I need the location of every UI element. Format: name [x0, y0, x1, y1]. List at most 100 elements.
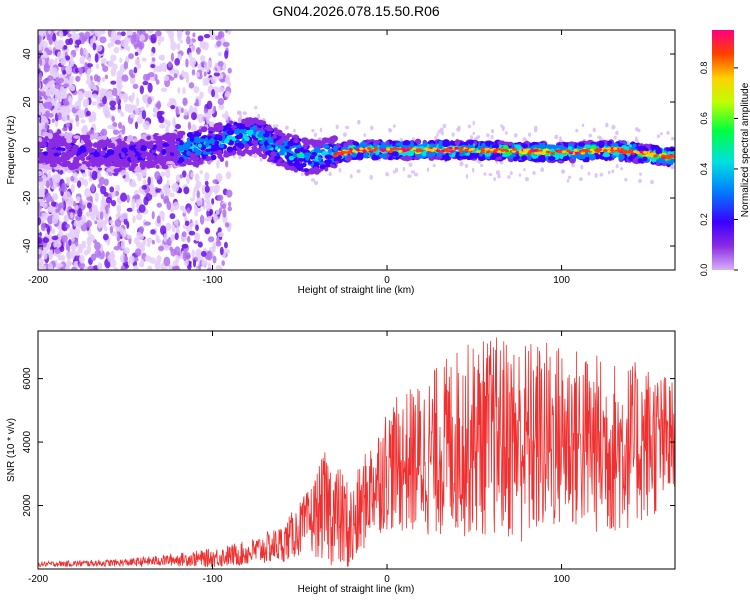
spectrum-blob	[68, 239, 72, 247]
spectrum-blob	[164, 118, 168, 126]
spectrum-blob	[168, 30, 175, 40]
spectrum-blob	[149, 189, 155, 195]
spectrum-blob	[624, 178, 628, 182]
spectrum-blob	[346, 155, 352, 163]
spectrum-blob	[50, 201, 57, 207]
spectrum-blob	[47, 151, 53, 157]
spectrum-blob	[79, 243, 87, 249]
spectrum-blob	[45, 110, 50, 115]
spectrum-blob	[116, 138, 122, 142]
spectrum-blob	[196, 207, 202, 213]
snr-x-label: Height of straight line (km)	[298, 584, 415, 595]
spectrum-blob	[136, 156, 143, 161]
spectrum-blob	[96, 271, 103, 276]
spectrum-peak	[670, 155, 675, 158]
spectrum-blob	[467, 124, 472, 129]
spectrum-blob	[195, 98, 199, 107]
spectrum-blob	[215, 264, 222, 270]
spectrum-blob	[598, 140, 604, 147]
spectrum-blob	[217, 227, 222, 233]
spectrum-blob	[51, 30, 53, 31]
spectrum-blob	[278, 138, 283, 145]
spectrum-blob	[38, 30, 43, 36]
spectrum-blob	[500, 124, 503, 128]
spectrum-blob	[110, 80, 117, 85]
spectrum-blob	[117, 84, 122, 95]
spectrum-blob	[77, 219, 82, 229]
spectrum-blob	[114, 39, 122, 45]
spectrum-blob	[113, 46, 120, 54]
spectrum-blob	[197, 35, 204, 42]
spectrum-blob	[471, 167, 475, 173]
spectrum-peak	[430, 149, 435, 152]
spectrum-peak	[346, 150, 351, 154]
spectrum-blob	[284, 145, 290, 150]
spectrum-blob	[38, 228, 41, 234]
spectrum-blob	[97, 218, 104, 229]
spectrum-blob	[138, 41, 145, 50]
spectrum-blob	[193, 147, 199, 152]
spectrum-blob	[295, 144, 302, 149]
spectrum-blob	[197, 241, 203, 248]
spectrum-blob	[324, 154, 333, 160]
spectrum-blob	[65, 144, 73, 148]
spectrum-blob	[163, 233, 167, 243]
spectrum-blob	[169, 213, 176, 220]
spectrum-blob	[152, 192, 158, 198]
spectrum-blob	[571, 162, 575, 168]
spectrum-blob	[488, 172, 493, 177]
spectrum-blob	[70, 244, 77, 251]
spectrum-blob	[126, 207, 134, 212]
spectrum-blob	[313, 132, 318, 137]
spectrum-blob	[209, 31, 216, 41]
spectrum-blob	[174, 58, 180, 66]
spectrum-blob	[126, 220, 130, 229]
spectrum-blob	[224, 160, 229, 168]
spectrum-blob	[120, 192, 128, 202]
spectrum-blob	[54, 240, 62, 248]
spectrum-blob	[190, 222, 195, 227]
spectrum-blob	[491, 129, 495, 134]
spectrum-peak	[613, 147, 618, 150]
spectrum-peak	[557, 150, 562, 154]
spectrum-blob	[216, 40, 222, 48]
spectrum-peak	[635, 151, 640, 154]
spectrum-blob	[128, 145, 136, 151]
spectrum-peak	[530, 148, 536, 152]
spectrum-blob	[562, 155, 569, 162]
spectrum-blob	[244, 143, 250, 150]
spectrum-blob	[174, 232, 179, 241]
spectrum-blob	[75, 227, 81, 235]
spectrum-blob	[166, 200, 172, 211]
spectrum-blob	[120, 31, 126, 37]
spectrum-blob	[209, 208, 214, 216]
spectrum-peak	[448, 146, 453, 150]
spectrum-blob	[109, 258, 117, 268]
spectrum-blob	[190, 171, 195, 178]
spectrum-peak	[374, 146, 379, 150]
spectrum-blob	[82, 137, 90, 142]
spectrum-blob	[138, 140, 147, 144]
spectrum-blob	[169, 143, 176, 148]
spectrum-blob	[110, 199, 117, 207]
spectrum-blob	[174, 154, 180, 161]
spectrum-blob	[225, 152, 232, 156]
spectrum-blob	[78, 148, 87, 153]
spectrum-blob	[109, 226, 114, 234]
spectrum-blob	[176, 43, 181, 51]
spectrum-blob	[83, 179, 89, 187]
spectrum-blob	[216, 159, 220, 169]
spectrum-blob	[71, 266, 77, 270]
spectrum-peak	[512, 147, 517, 151]
spectrum-blob	[106, 91, 111, 101]
spectrum-blob	[154, 73, 158, 82]
spectrum-blob	[217, 60, 224, 67]
spectrum-blob	[98, 176, 105, 185]
spectrum-blob	[167, 120, 171, 128]
spectrum-blob	[101, 77, 106, 82]
spectrum-blob	[206, 216, 213, 221]
spectrum-blob	[185, 160, 194, 166]
spectrum-blob	[217, 86, 225, 93]
spectrum-blob	[301, 137, 309, 144]
spectrum-blob	[369, 174, 373, 180]
